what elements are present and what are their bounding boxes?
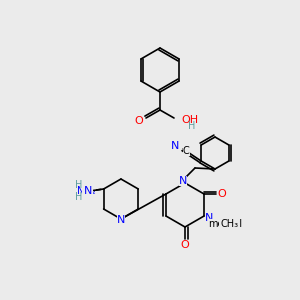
Text: CH₃: CH₃	[220, 219, 238, 229]
Text: H: H	[75, 192, 82, 202]
Text: H: H	[75, 180, 82, 190]
Text: N: N	[171, 141, 179, 151]
Text: N: N	[179, 176, 187, 186]
Text: OH: OH	[181, 115, 198, 125]
Text: N: N	[83, 186, 92, 196]
Text: N: N	[205, 213, 213, 223]
Text: O: O	[135, 116, 143, 126]
Text: O: O	[181, 240, 189, 250]
Text: C: C	[183, 146, 190, 156]
Text: methyl: methyl	[208, 219, 242, 229]
Text: N: N	[117, 215, 125, 225]
Text: H: H	[188, 121, 196, 131]
Text: O: O	[218, 189, 226, 199]
Text: NH₂: NH₂	[77, 186, 96, 196]
